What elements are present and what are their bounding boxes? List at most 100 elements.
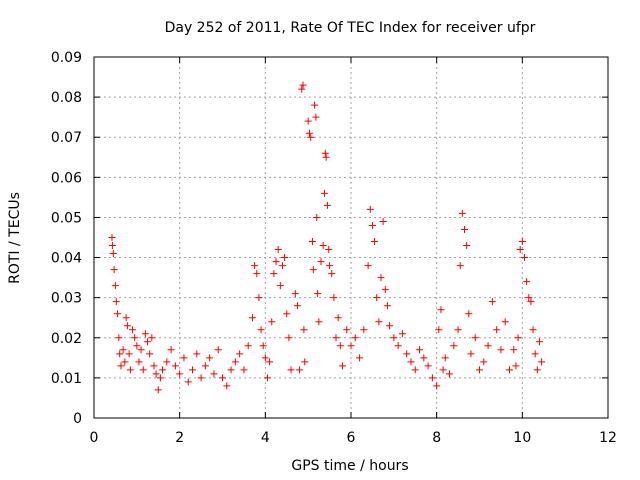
data-point [274,246,282,254]
y-tick-label: 0.07 [51,130,82,146]
data-point [330,294,338,302]
data-point [461,225,469,233]
data-point [516,246,524,254]
data-point [210,370,218,378]
data-point [122,314,130,322]
x-axis-label: GPS time / hours [291,458,408,474]
data-point [263,374,271,382]
data-point [488,298,496,306]
data-point [268,318,276,326]
axis-tick-labels: 0 2 4 6 8 10 12 0 0.01 0.02 0.03 0.04 0.05 0.06 0.07 0.… [51,50,617,446]
data-point [259,342,267,350]
data-point [146,350,154,358]
data-point [533,366,541,374]
data-point [326,262,334,270]
data-point [283,310,291,318]
data-point [510,346,518,354]
data-point [296,366,304,374]
data-point [293,302,301,310]
y-tick-label: 0.05 [51,210,82,226]
data-point [366,205,374,213]
data-point [356,354,364,362]
data-point [287,366,295,374]
data-point [454,326,462,334]
data-point [386,322,394,330]
data-point [320,189,328,197]
data-point [231,358,239,366]
data-point [126,366,134,374]
data-point [133,342,141,350]
data-point [141,330,149,338]
data-point [465,310,473,318]
data-point [458,209,466,217]
data-point [420,354,428,362]
data-point [441,354,449,362]
data-point [276,282,284,290]
y-tick-label: 0.01 [51,371,82,387]
data-point [193,350,201,358]
data-point [314,290,322,298]
data-point [117,362,125,370]
data-point [428,374,436,382]
data-point [364,262,372,270]
data-point [119,346,127,354]
data-point [416,346,424,354]
data-point [272,258,280,266]
data-point [115,334,123,342]
data-point [137,346,145,354]
data-point [189,366,197,374]
data-point [240,366,248,374]
data-point [180,354,188,362]
data-point [360,326,368,334]
data-point [261,354,269,362]
data-point [214,346,222,354]
y-tick-label: 0 [73,411,82,427]
data-point [227,366,235,374]
data-point [315,318,323,326]
data-point [471,334,479,342]
data-point [375,318,383,326]
data-point [305,129,313,137]
data-point [219,374,226,382]
data-point [351,334,359,342]
y-tick-label: 0.04 [51,251,82,267]
data-point [144,338,152,346]
data-point [313,213,321,221]
data-point [476,366,483,374]
data-point [450,342,458,350]
data-point [111,282,119,290]
x-tick-label: 0 [90,430,99,446]
data-point [255,294,263,302]
data-point [501,318,509,326]
data-point [446,370,454,378]
data-point [398,330,406,338]
x-tick-label: 2 [175,430,184,446]
data-point [148,334,156,342]
data-point [281,254,289,262]
data-point [368,221,376,229]
data-point [176,370,184,378]
data-point [379,217,387,225]
data-point [131,334,139,342]
data-point [309,266,317,274]
data-point [129,326,137,334]
data-point [390,334,398,342]
data-point [407,358,415,366]
data-point [307,133,315,141]
data-point [377,274,385,282]
data-point [347,342,355,350]
data-point [463,242,471,250]
data-point [525,294,533,302]
data-point [251,262,259,270]
data-point [520,254,528,262]
data-point [110,266,118,274]
data-point [108,234,116,241]
data-point [435,326,443,334]
data-point [312,113,320,121]
data-point [336,342,344,350]
y-tick-label: 0.02 [51,331,82,347]
data-point [304,117,312,125]
data-point [334,314,342,322]
data-point [321,149,329,157]
y-tick-label: 0.09 [51,50,82,66]
